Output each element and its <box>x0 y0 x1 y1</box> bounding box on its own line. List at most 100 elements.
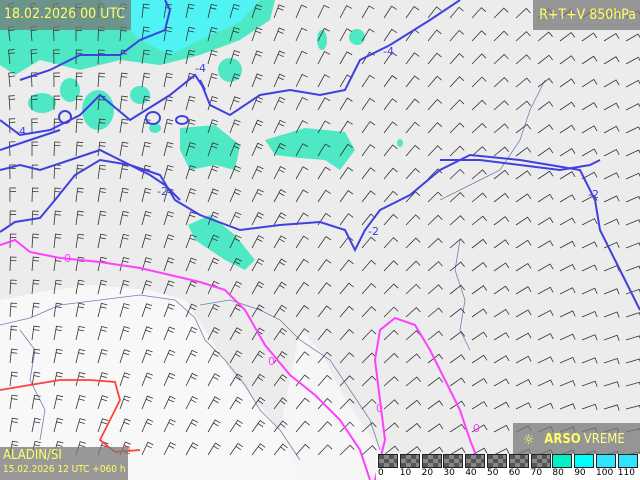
wind-barb <box>339 305 354 318</box>
wind-barb <box>383 445 399 456</box>
wind-barb <box>295 258 309 272</box>
wind-barb <box>75 348 86 364</box>
wind-barb <box>251 142 264 157</box>
sun-icon: ☼ <box>523 431 535 448</box>
wind-barb <box>31 141 38 156</box>
wind-barb <box>471 308 488 318</box>
wind-barb <box>31 417 41 433</box>
wind-barb <box>493 308 510 318</box>
wind-barb <box>97 395 109 410</box>
wind-barb <box>273 327 288 341</box>
wind-barb <box>273 96 286 111</box>
wind-barb <box>163 372 176 387</box>
wind-barb <box>339 259 354 272</box>
wind-barb <box>625 242 640 249</box>
wind-barb <box>339 421 355 433</box>
legend-swatch <box>552 454 573 468</box>
wind-barb <box>185 257 197 272</box>
wind-barb <box>163 211 175 226</box>
wind-barb <box>559 217 576 226</box>
wind-barb <box>449 331 466 341</box>
wind-barb <box>185 26 195 42</box>
wind-barb <box>295 443 311 456</box>
isotherm-minus2 <box>0 148 640 311</box>
wind-barb <box>207 303 220 318</box>
wind-barb <box>603 357 620 365</box>
wind-barb <box>141 234 152 249</box>
wind-barb <box>361 445 377 456</box>
wind-barb <box>207 188 219 203</box>
wind-barb <box>449 284 466 295</box>
wind-barb <box>75 72 83 88</box>
wind-barb <box>317 351 332 364</box>
wind-barb <box>75 118 83 134</box>
wind-barb <box>625 335 640 341</box>
contour-label: 0 <box>64 252 71 265</box>
wind-barb <box>515 170 532 180</box>
wind-barb <box>141 26 150 42</box>
wind-barb <box>515 147 532 157</box>
wind-barb <box>53 417 64 433</box>
wind-barb <box>383 399 399 410</box>
wind-barb <box>53 141 61 157</box>
legend-tick: 20 <box>421 468 434 478</box>
arso-logo: ☼ ARSO VREME <box>513 423 640 456</box>
wind-barb <box>229 350 243 364</box>
wind-barb <box>471 53 487 65</box>
isotherm-plus2 <box>0 379 141 453</box>
wind-barb <box>273 212 287 226</box>
wind-barb <box>427 261 443 272</box>
wind-barb <box>185 372 198 387</box>
wind-barb <box>471 377 488 387</box>
wind-barb <box>449 168 465 180</box>
wind-barb <box>207 373 221 387</box>
wind-barb <box>383 213 399 226</box>
wind-barb <box>427 400 444 410</box>
wind-barb <box>185 3 195 19</box>
wind-barb <box>317 74 331 88</box>
wind-barb <box>229 281 242 295</box>
wind-barb <box>251 396 266 410</box>
wind-barb <box>405 446 422 456</box>
wind-barb <box>449 261 465 272</box>
legend-tick: 100 <box>596 468 614 478</box>
wind-barb <box>141 303 153 318</box>
legend-tick: 60 <box>508 468 521 478</box>
wind-barb <box>449 122 465 134</box>
wind-barb <box>185 119 196 134</box>
wind-barb <box>185 234 197 249</box>
wind-barb <box>603 404 620 411</box>
wind-barb <box>207 142 219 157</box>
legend-tick: 70 <box>530 468 543 478</box>
legend-tick: 30 <box>443 468 455 478</box>
wind-barb <box>273 50 286 65</box>
wind-barb <box>9 256 17 272</box>
wind-barb <box>581 125 598 134</box>
wind-barb <box>53 49 60 65</box>
wind-barb <box>515 193 532 203</box>
wind-barb <box>383 75 398 88</box>
wind-barb <box>515 123 532 134</box>
wind-barb <box>581 218 598 226</box>
wind-barb <box>493 448 510 456</box>
wind-barb <box>515 216 532 226</box>
wind-barb <box>317 120 331 134</box>
wind-barb <box>449 145 465 157</box>
wind-barb <box>31 187 39 203</box>
wind-barb <box>53 302 63 318</box>
wind-barb <box>53 348 63 364</box>
wind-barb <box>493 146 509 157</box>
wind-barb <box>603 334 620 342</box>
wind-barb <box>449 76 465 88</box>
wind-barb <box>97 233 107 249</box>
wind-barb <box>251 258 265 272</box>
wind-barb <box>163 49 173 65</box>
wind-barb <box>317 398 333 410</box>
wind-barb <box>471 215 487 226</box>
wind-barb <box>185 95 196 111</box>
wind-barb <box>515 355 532 364</box>
wind-barb <box>603 32 620 42</box>
wind-barb <box>229 373 243 387</box>
wind-barb <box>405 237 421 249</box>
wind-barb <box>603 102 620 111</box>
